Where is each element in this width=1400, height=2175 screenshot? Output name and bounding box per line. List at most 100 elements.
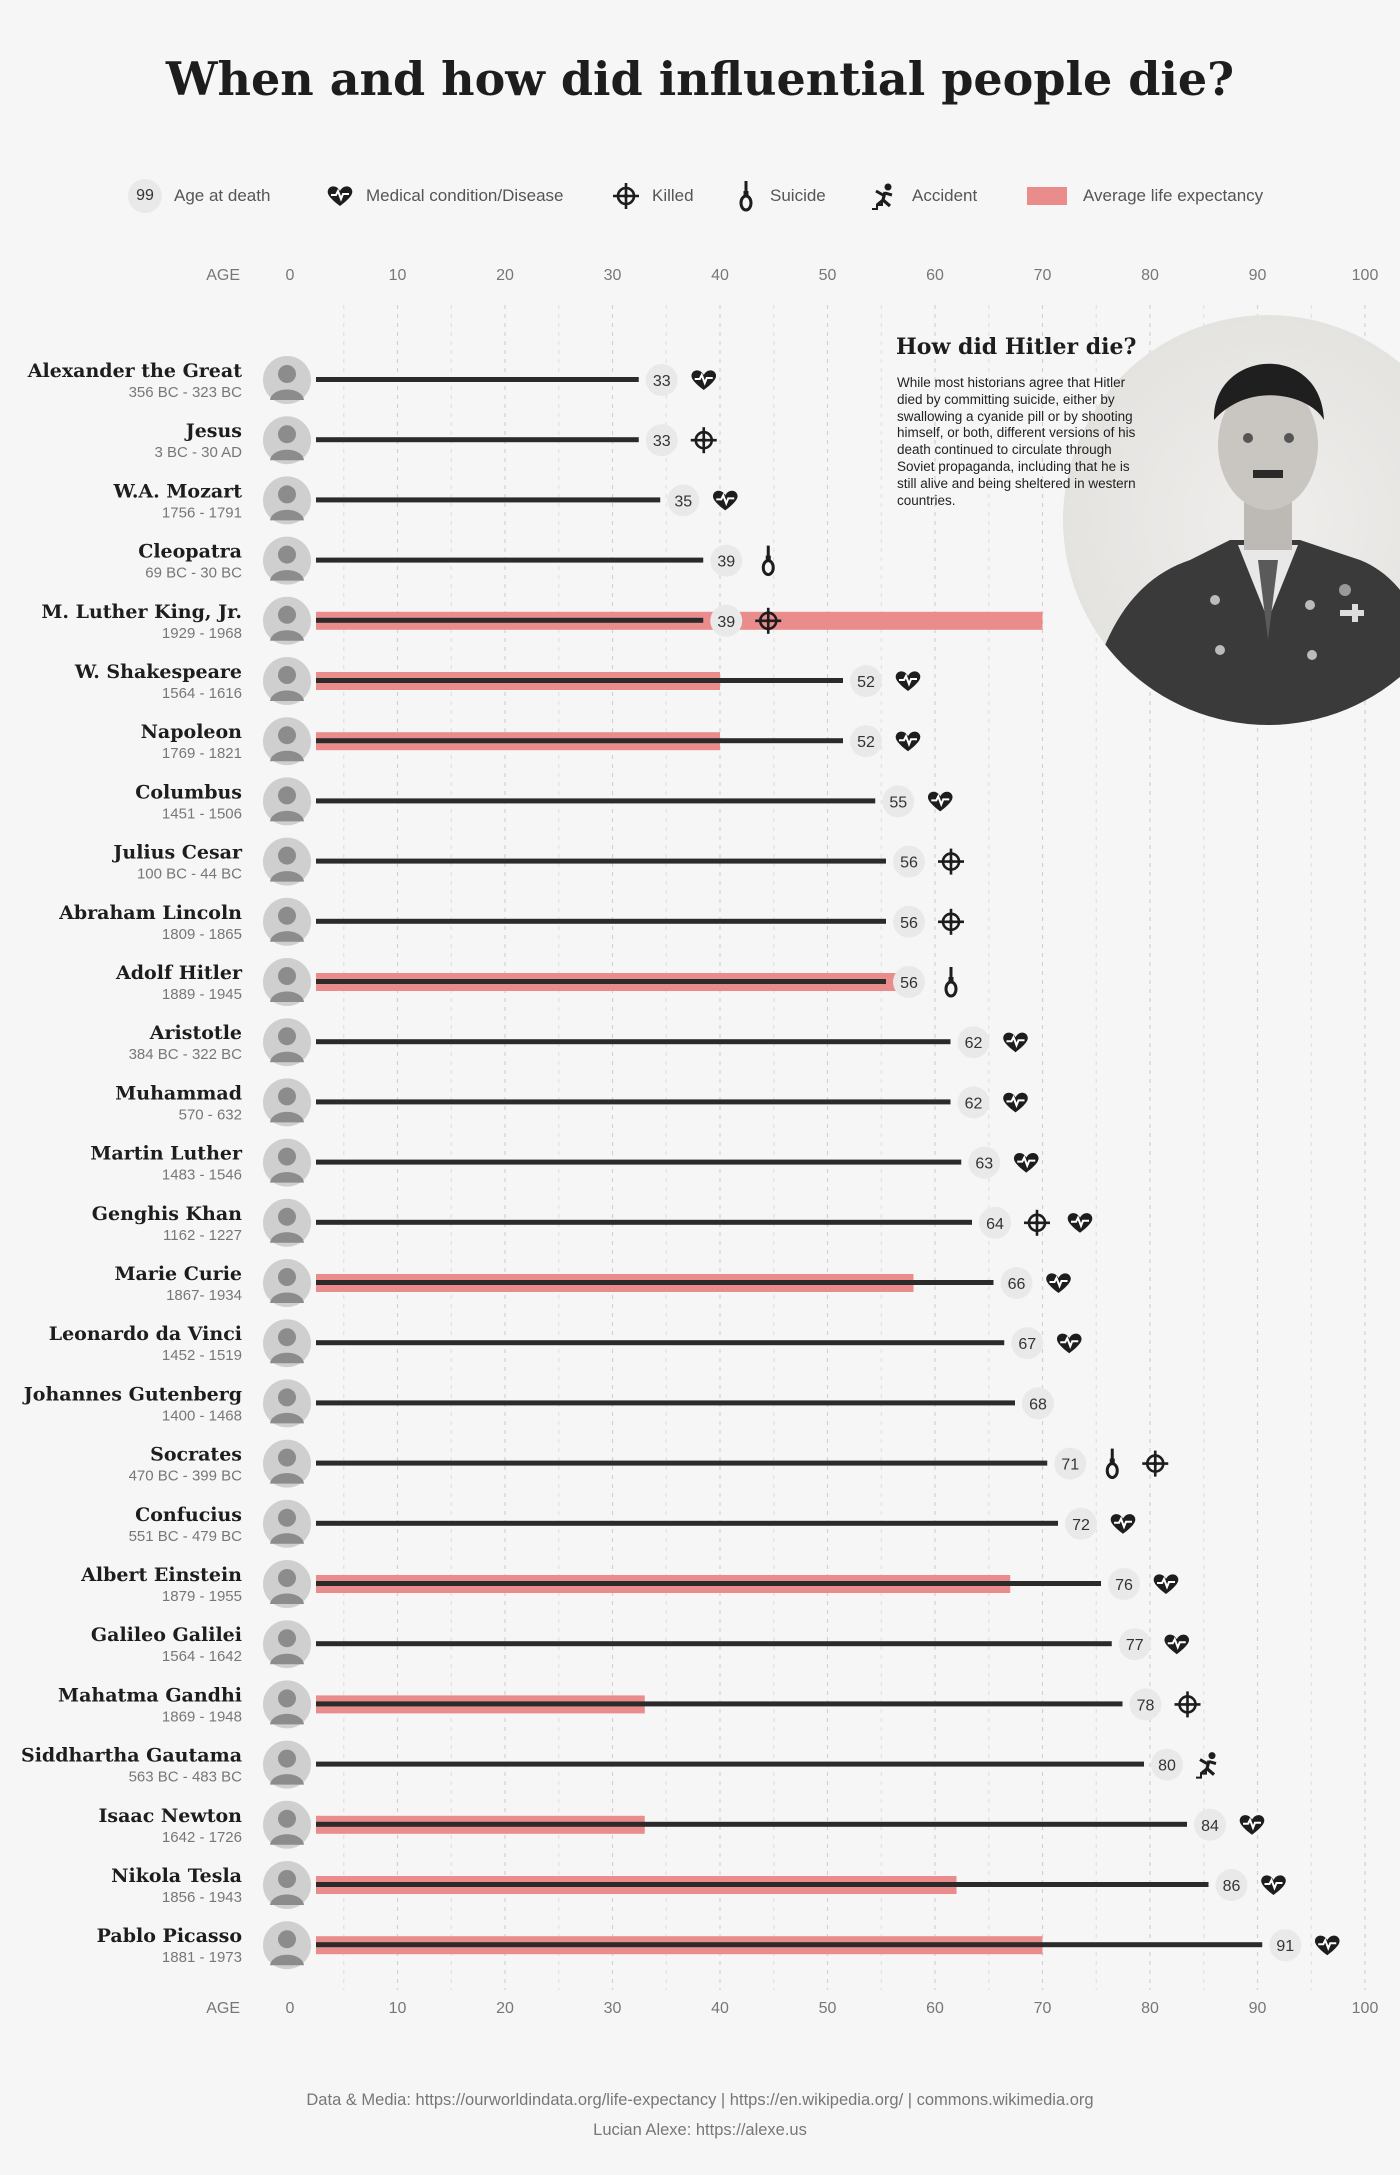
person-name: Alexander the Great <box>27 360 242 382</box>
person-portrait <box>261 474 313 527</box>
person-portrait <box>261 354 313 406</box>
person-dates: 1756 - 1791 <box>162 504 242 521</box>
person-dates: 570 - 632 <box>179 1106 242 1123</box>
age-bar <box>316 617 704 623</box>
age-bar <box>316 918 886 924</box>
age-badge <box>1118 1628 1151 1661</box>
age-badge <box>645 424 678 457</box>
person-dates: 1881 - 1973 <box>162 1949 242 1966</box>
person-name: Aristotle <box>149 1022 242 1044</box>
noose-icon <box>1105 1448 1119 1480</box>
age-badge-value: 33 <box>653 373 671 390</box>
person-name: Jesus <box>184 420 242 442</box>
crosshair-icon <box>690 427 717 454</box>
person-portrait <box>261 1738 313 1791</box>
legend-killed: Killed <box>612 178 694 214</box>
age-badge-value: 71 <box>1061 1457 1079 1474</box>
x-tick-label: 20 <box>496 2000 514 2017</box>
legend-accident-label: Accident <box>912 186 978 205</box>
heart-pulse-icon <box>1003 1032 1028 1053</box>
person-portrait <box>261 895 313 948</box>
person-portrait <box>261 1618 313 1671</box>
person-dates: 1564 - 1642 <box>162 1648 242 1665</box>
heart-pulse-icon <box>691 370 717 390</box>
age-bar <box>316 1159 962 1165</box>
age-badge-value: 56 <box>900 855 918 872</box>
person-dates: 356 BC - 323 BC <box>129 384 243 401</box>
age-bar <box>316 377 639 382</box>
age-badge <box>1011 1327 1044 1360</box>
age-bar <box>316 1821 1187 1827</box>
age-badge-value: 56 <box>900 975 918 992</box>
crosshair-icon <box>613 183 639 209</box>
person-portrait <box>261 1317 313 1370</box>
heart-pulse-icon <box>895 731 921 752</box>
person-name: Siddhartha Gautama <box>21 1745 242 1767</box>
x-tick-label: 100 <box>1352 2000 1379 2017</box>
person-dates: 100 BC - 44 BC <box>137 866 242 883</box>
person-dates: 470 BC - 399 BC <box>129 1468 243 1485</box>
age-bar <box>316 1942 1263 1948</box>
age-badge <box>645 364 678 396</box>
person-portrait <box>261 1257 313 1309</box>
x-tick-label: 50 <box>819 2000 837 2017</box>
heart-pulse-icon <box>1067 1213 1093 1233</box>
legend-expectancy: Average life expectancy <box>1027 178 1263 214</box>
footer: Data & Media: https://ourworldindata.org… <box>0 2085 1400 2145</box>
age-badge-value: 39 <box>717 614 735 631</box>
chart-title: When and how did influential people die? <box>165 52 1235 106</box>
person-portrait <box>261 1196 313 1249</box>
heart-pulse-icon <box>1261 1875 1286 1895</box>
person-name: Leonardo da Vinci <box>49 1323 242 1345</box>
person-name: Socrates <box>150 1444 242 1466</box>
heart-pulse-icon <box>1314 1935 1340 1956</box>
person-dates: 1451 - 1506 <box>162 805 242 822</box>
x-tick-label: 30 <box>604 2000 622 2017</box>
person-dates: 1889 - 1945 <box>162 986 242 1003</box>
age-badge <box>1108 1568 1140 1600</box>
person-portrait <box>261 1798 313 1851</box>
x-tick-label: 10 <box>389 267 407 284</box>
person-dates: 384 BC - 322 BC <box>129 1046 243 1063</box>
x-tick-label: 70 <box>1034 2000 1052 2017</box>
legend-medical-label: Medical condition/Disease <box>366 186 564 205</box>
x-axis-label-bottom: AGE <box>206 2000 240 2017</box>
person-dates: 1809 - 1865 <box>162 926 242 943</box>
x-tick-label: 80 <box>1141 267 1159 284</box>
heart-pulse-icon <box>327 186 353 206</box>
person-name: Confucius <box>135 1504 242 1526</box>
heart-pulse-icon <box>1046 1273 1071 1293</box>
age-bar <box>316 1641 1112 1647</box>
age-badge <box>1194 1808 1226 1841</box>
legend-age-label: Age at death <box>174 186 271 205</box>
person-portrait <box>261 956 313 1008</box>
x-tick-label: 30 <box>604 267 622 284</box>
age-bar <box>316 798 876 804</box>
age-badge-value: 68 <box>1029 1396 1047 1413</box>
x-tick-label: 60 <box>926 2000 944 2017</box>
person-name: W. Shakespeare <box>74 661 242 683</box>
legend-suicide: Suicide <box>734 178 826 214</box>
person-name: M. Luther King, Jr. <box>41 601 242 623</box>
age-bar <box>316 979 886 984</box>
age-badge-value: 39 <box>717 554 735 571</box>
crosshair-icon <box>1142 1450 1169 1477</box>
noose-icon <box>944 967 958 998</box>
age-badge <box>1215 1869 1248 1901</box>
heart-pulse-icon <box>1153 1574 1179 1594</box>
age-bar <box>316 1340 1005 1346</box>
age-badge-value: 62 <box>965 1035 983 1052</box>
age-badge <box>957 1026 990 1059</box>
person-portrait <box>261 1919 313 1972</box>
age-badge <box>710 544 743 577</box>
age-badge-value: 55 <box>889 794 907 811</box>
person-dates: 1867- 1934 <box>166 1287 242 1304</box>
age-bar <box>316 497 661 503</box>
person-portrait <box>261 1497 313 1550</box>
person-dates: 1483 - 1546 <box>162 1167 242 1184</box>
person-name: Pablo Picasso <box>97 1925 242 1947</box>
age-bar <box>316 437 639 443</box>
age-badge-value: 76 <box>1115 1577 1133 1594</box>
person-portrait <box>261 414 313 467</box>
age-badge <box>1065 1507 1097 1540</box>
